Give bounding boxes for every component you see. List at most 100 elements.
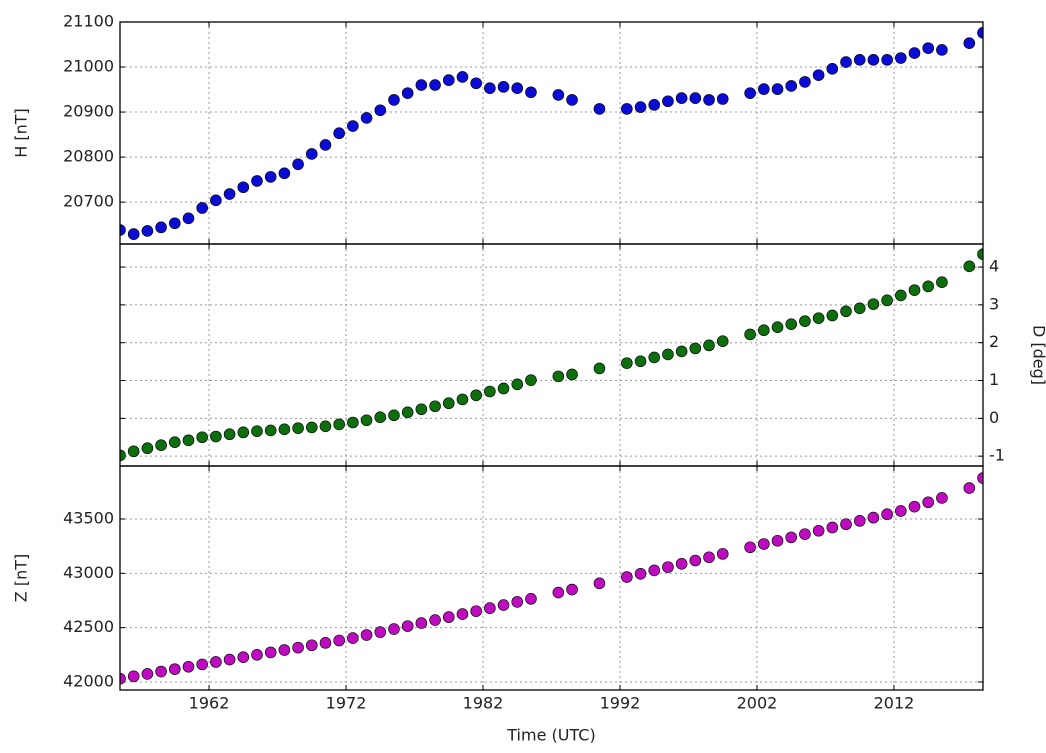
point (156, 222, 167, 233)
point (128, 229, 139, 240)
point (649, 352, 660, 363)
point (128, 671, 139, 682)
point (594, 363, 605, 374)
point (484, 83, 495, 94)
point (745, 542, 756, 553)
point (567, 94, 578, 105)
y-axis-label: H [nT] (12, 108, 31, 158)
point (717, 336, 728, 347)
point (430, 80, 441, 91)
point (375, 627, 386, 638)
point (169, 218, 180, 229)
point (416, 404, 427, 415)
point (854, 54, 865, 65)
point (224, 654, 235, 665)
point (142, 225, 153, 236)
x-tick-label: 2012 (874, 694, 915, 713)
point (758, 538, 769, 549)
point (841, 57, 852, 68)
point (265, 647, 276, 658)
point (293, 159, 304, 170)
point (416, 618, 427, 629)
point (841, 519, 852, 530)
point (882, 295, 893, 306)
point (197, 432, 208, 443)
point (210, 195, 221, 206)
point (621, 572, 632, 583)
point (169, 437, 180, 448)
point (799, 76, 810, 87)
point (498, 600, 509, 611)
y-tick-label: 20800 (63, 147, 114, 166)
point (621, 358, 632, 369)
point (895, 53, 906, 64)
y-axis-label: Z [nT] (12, 554, 31, 602)
point (279, 168, 290, 179)
point (457, 609, 468, 620)
point (758, 84, 769, 95)
point (156, 666, 167, 677)
point (293, 642, 304, 653)
point (786, 319, 797, 330)
point (868, 299, 879, 310)
point (717, 94, 728, 105)
point (676, 93, 687, 104)
point (676, 558, 687, 569)
point (909, 48, 920, 59)
point (375, 412, 386, 423)
point (142, 443, 153, 454)
point (662, 96, 673, 107)
point (169, 664, 180, 675)
x-tick-label: 1992 (600, 694, 641, 713)
point (553, 371, 564, 382)
point (265, 425, 276, 436)
point (854, 515, 865, 526)
y-tick-label: 21100 (63, 12, 114, 31)
point (772, 322, 783, 333)
point (320, 421, 331, 432)
point (238, 182, 249, 193)
y-tick-label: 0 (989, 408, 999, 427)
point (827, 522, 838, 533)
point (443, 398, 454, 409)
point (484, 386, 495, 397)
point (567, 369, 578, 380)
point (635, 356, 646, 367)
point (347, 633, 358, 644)
point (430, 401, 441, 412)
y-tick-label: 43500 (63, 509, 114, 528)
point (224, 429, 235, 440)
point (594, 103, 605, 114)
point (525, 87, 536, 98)
point (388, 410, 399, 421)
point (320, 637, 331, 648)
point (197, 202, 208, 213)
point (265, 171, 276, 182)
point (251, 649, 262, 660)
point (156, 440, 167, 451)
point (936, 277, 947, 288)
point (238, 427, 249, 438)
point (772, 84, 783, 95)
point (525, 375, 536, 386)
point (964, 483, 975, 494)
point (471, 390, 482, 401)
y-tick-label: -1 (989, 446, 1005, 465)
point (361, 630, 372, 641)
point (347, 121, 358, 132)
point (799, 316, 810, 327)
point (416, 80, 427, 91)
y-tick-label: 1 (989, 370, 999, 389)
point (484, 603, 495, 614)
point (676, 346, 687, 357)
point (334, 635, 345, 646)
point (594, 578, 605, 589)
y-tick-label: 2 (989, 332, 999, 351)
y-tick-label: 42500 (63, 617, 114, 636)
point (923, 281, 934, 292)
point (813, 525, 824, 536)
point (895, 290, 906, 301)
y-tick-label: 21000 (63, 57, 114, 76)
point (704, 340, 715, 351)
